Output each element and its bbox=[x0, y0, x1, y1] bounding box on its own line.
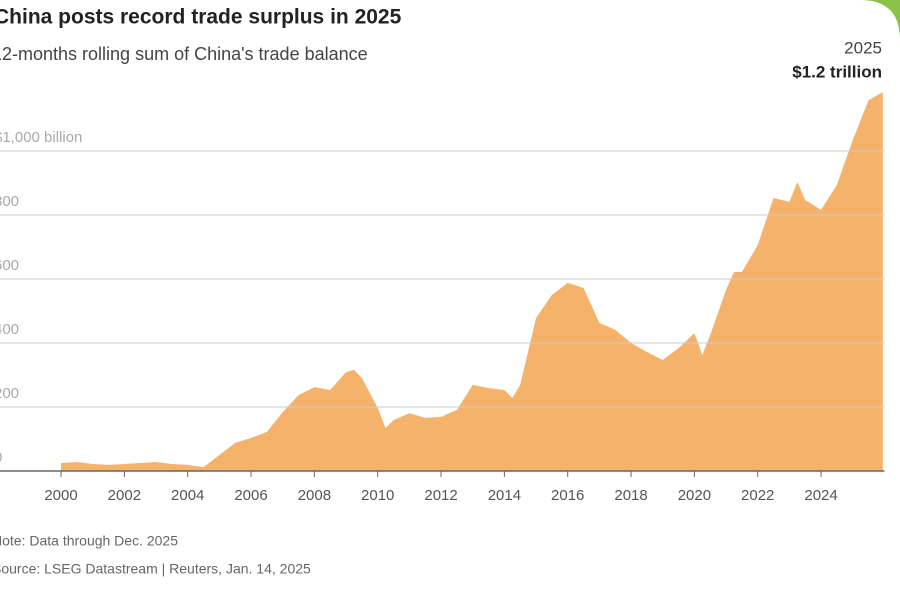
annotation-value: $1.2 trillion bbox=[792, 62, 882, 81]
y-tick-label: 200 bbox=[0, 385, 19, 402]
chart-subtitle: 12-months rolling sum of China's trade b… bbox=[0, 44, 368, 64]
x-tick-label: 2002 bbox=[108, 487, 141, 504]
x-tick-label: 2020 bbox=[678, 487, 711, 504]
y-tick-label: $1,000 billion bbox=[0, 129, 82, 146]
y-tick-label: 0 bbox=[0, 449, 2, 466]
x-tick-label: 2006 bbox=[234, 487, 267, 504]
note: Note: Data through Dec. 2025 bbox=[0, 533, 178, 549]
source: Source: LSEG Datastream | Reuters, Jan. … bbox=[0, 561, 311, 577]
x-tick-label: 2012 bbox=[424, 487, 457, 504]
annotation-year: 2025 bbox=[844, 38, 882, 57]
y-tick-label: 600 bbox=[0, 257, 19, 274]
x-tick-label: 2004 bbox=[171, 487, 204, 504]
x-tick-label: 2016 bbox=[551, 487, 584, 504]
x-tick-label: 2010 bbox=[361, 487, 394, 504]
x-tick-label: 2018 bbox=[614, 487, 647, 504]
area bbox=[61, 92, 883, 472]
x-tick-label: 2008 bbox=[298, 487, 331, 504]
x-tick-label: 2022 bbox=[741, 487, 774, 504]
x-tick-label: 2000 bbox=[44, 487, 77, 504]
y-tick-label: 800 bbox=[0, 193, 19, 210]
y-tick-label: 400 bbox=[0, 321, 19, 338]
x-tick-label: 2024 bbox=[804, 487, 837, 504]
chart-title: China posts record trade surplus in 2025 bbox=[0, 6, 402, 29]
x-tick-label: 2014 bbox=[488, 487, 521, 504]
